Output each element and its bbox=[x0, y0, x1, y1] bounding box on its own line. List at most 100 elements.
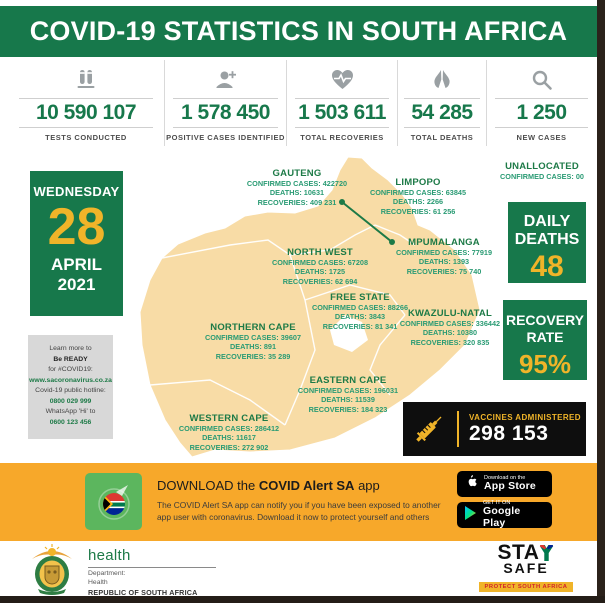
stat-positive-value: 1 578 450 bbox=[181, 101, 270, 124]
download-description: The COVID Alert SA app can notify you if… bbox=[157, 500, 441, 523]
stat-positive: 1 578 450 POSITIVE CASES IDENTIFIED bbox=[165, 60, 287, 146]
province-name: LIMPOPO bbox=[395, 177, 441, 188]
website-link[interactable]: www.sacoronavirus.co.za bbox=[29, 376, 112, 384]
province-name: MPUMALANGA bbox=[408, 237, 480, 248]
stay-word: STA bbox=[476, 542, 576, 563]
health-brand: health bbox=[88, 547, 131, 564]
province-recoveries: RECOVERIES: 184 323 bbox=[308, 404, 388, 414]
province-deaths: DEATHS: 2266 bbox=[392, 197, 444, 207]
info-line: Learn more to bbox=[49, 345, 92, 352]
heart-pulse-icon bbox=[329, 64, 356, 96]
province-confirmed: CONFIRMED CASES: 39607 bbox=[204, 333, 302, 342]
province-recoveries: RECOVERIES: 409 231 bbox=[257, 197, 337, 207]
divider bbox=[173, 98, 278, 99]
daily-deaths-label: DAILY bbox=[523, 213, 571, 230]
divider bbox=[457, 411, 459, 447]
stat-recoveries-value: 1 503 611 bbox=[298, 101, 386, 124]
photo-edge-right bbox=[597, 0, 605, 603]
divider bbox=[404, 127, 480, 129]
stat-new-cases-value: 1 250 bbox=[516, 101, 567, 124]
province-label-free-state: FREE STATE CONFIRMED CASES: 88266 DEATHS… bbox=[275, 292, 445, 331]
province-name: NORTH WEST bbox=[287, 247, 353, 258]
recovery-rate-value: 95% bbox=[518, 348, 572, 379]
stat-deaths-label: TOTAL DEATHS bbox=[410, 133, 474, 143]
lesotho-cutout bbox=[330, 315, 368, 352]
province-confirmed: CONFIRMED CASES: 196031 bbox=[297, 386, 399, 395]
flag-y-icon bbox=[539, 541, 554, 564]
google-play-badge[interactable]: GET IT ON Google Play bbox=[457, 500, 552, 529]
badge-big-text: App Store bbox=[484, 480, 536, 493]
province-label-gauteng: GAUTENG CONFIRMED CASES: 422720 DEATHS: … bbox=[212, 168, 382, 207]
covid-alert-app-icon bbox=[85, 473, 142, 530]
province-name: NORTHERN CAPE bbox=[210, 322, 296, 333]
province-label-limpopo: LIMPOPO CONFIRMED CASES: 63845 DEATHS: 2… bbox=[333, 177, 503, 216]
whatsapp-number: 0600 123 456 bbox=[49, 418, 92, 426]
stat-recoveries-label: TOTAL RECOVERIES bbox=[300, 133, 384, 143]
divider bbox=[294, 98, 390, 99]
footer: health Department: Health REPUBLIC OF SO… bbox=[0, 541, 597, 600]
divider bbox=[18, 127, 154, 129]
app-store-badge[interactable]: Download on the App Store bbox=[457, 471, 552, 497]
download-title: DOWNLOAD the COVID Alert SA app bbox=[157, 478, 380, 493]
province-label-mpumalanga: MPUMALANGA CONFIRMED CASES: 77919 DEATHS… bbox=[379, 237, 509, 276]
date-weekday: WEDNESDAY bbox=[33, 184, 120, 199]
recovery-rate-box: RECOVERY RATE 95% bbox=[503, 300, 587, 380]
province-label-north-west: NORTH WEST CONFIRMED CASES: 67208 DEATHS… bbox=[235, 247, 405, 286]
province-name: EASTERN CAPE bbox=[309, 375, 387, 386]
province-label-northern-cape: NORTHERN CAPE CONFIRMED CASES: 39607 DEA… bbox=[168, 322, 338, 361]
province-deaths: DEATHS: 11617 bbox=[202, 433, 256, 443]
syringe-icon bbox=[411, 407, 451, 452]
stat-deaths: 54 285 TOTAL DEATHS bbox=[398, 60, 487, 146]
header-banner: COVID-19 STATISTICS IN SOUTH AFRICA bbox=[0, 6, 597, 57]
recovery-rate-label: RECOVERY bbox=[505, 312, 585, 328]
play-icon bbox=[465, 505, 477, 525]
province-recoveries: RECOVERIES: 75 740 bbox=[406, 266, 482, 276]
divider bbox=[294, 127, 390, 129]
info-line: Be READY bbox=[53, 355, 88, 363]
dept-line: Department: bbox=[88, 570, 126, 577]
apple-icon bbox=[465, 474, 478, 494]
province-recoveries: RECOVERIES: 81 341 bbox=[322, 321, 398, 331]
info-line: Covid-19 public hotline: bbox=[35, 387, 106, 395]
province-name: GAUTENG bbox=[272, 168, 322, 179]
info-line: for #COVID19: bbox=[48, 366, 93, 374]
daily-deaths-label: DEATHS bbox=[514, 231, 580, 249]
dept-line: REPUBLIC OF SOUTH AFRICA bbox=[88, 587, 198, 597]
date-day: 28 bbox=[47, 198, 106, 256]
recovery-rate-label: RATE bbox=[526, 328, 564, 345]
badge-small-text: Download on the bbox=[484, 475, 526, 482]
province-deaths: DEATHS: 10380 bbox=[422, 328, 478, 338]
stat-deaths-value: 54 285 bbox=[411, 101, 473, 124]
national-stats-row: 10 590 107 TESTS CONDUCTED 1 578 450 POS… bbox=[8, 60, 597, 146]
stat-new-cases: 1 250 NEW CASES bbox=[487, 60, 596, 146]
province-deaths: DEATHS: 10631 bbox=[269, 188, 325, 198]
province-recoveries: RECOVERIES: 62 694 bbox=[282, 276, 358, 286]
test-tubes-icon bbox=[73, 64, 99, 96]
person-plus-icon bbox=[213, 64, 239, 96]
province-deaths: DEATHS: 1393 bbox=[418, 257, 470, 267]
daily-deaths-value: 48 bbox=[530, 249, 564, 283]
province-confirmed: CONFIRMED CASES: 88266 bbox=[311, 303, 409, 312]
south-africa-map bbox=[139, 153, 485, 463]
province-label-western-cape: WESTERN CAPE CONFIRMED CASES: 286412 DEA… bbox=[144, 413, 314, 452]
province-recoveries: RECOVERIES: 35 289 bbox=[215, 351, 291, 361]
vaccines-label: VACCINES ADMINISTERED bbox=[469, 412, 581, 422]
hotline-number: 0800 029 999 bbox=[49, 397, 92, 405]
province-confirmed: CONFIRMED CASES: 422720 bbox=[246, 179, 348, 188]
stat-tests-value: 10 590 107 bbox=[35, 101, 137, 124]
province-recoveries: RECOVERIES: 320 835 bbox=[410, 337, 490, 347]
province-recoveries: RECOVERIES: 61 256 bbox=[380, 206, 456, 216]
magnifier-icon bbox=[529, 64, 555, 96]
province-name: KWAZULU-NATAL bbox=[407, 308, 493, 319]
province-confirmed: CONFIRMED CASES: 77919 bbox=[395, 248, 493, 257]
divider bbox=[18, 98, 154, 99]
dept-line: Health bbox=[88, 578, 108, 586]
province-name: WESTERN CAPE bbox=[189, 413, 269, 424]
vaccines-value: 298 153 bbox=[469, 421, 549, 445]
stat-new-cases-label: NEW CASES bbox=[516, 133, 567, 143]
province-recoveries: RECOVERIES: 272 902 bbox=[189, 442, 269, 452]
coat-of-arms-logo bbox=[26, 543, 78, 600]
unallocated-label: UNALLOCATED CONFIRMED CASES: 00 bbox=[484, 161, 600, 181]
praying-hands-icon bbox=[429, 64, 455, 96]
